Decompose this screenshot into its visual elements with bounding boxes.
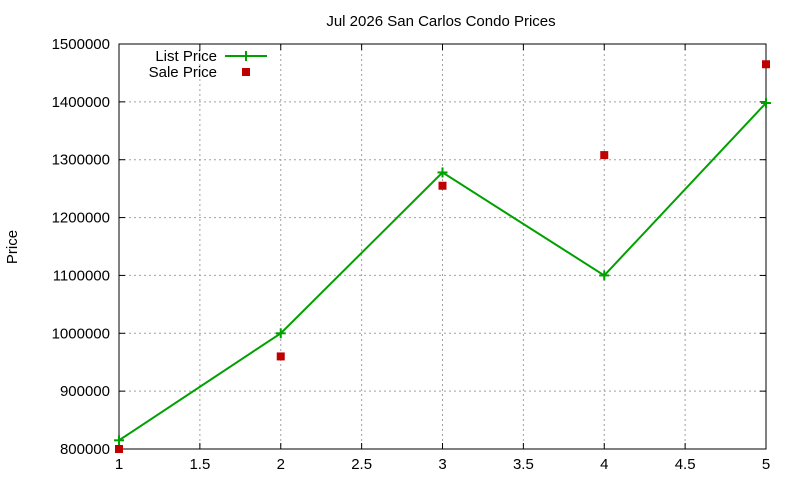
x-tick-label: 1.5 — [189, 456, 210, 473]
y-tick-label: 1200000 — [52, 210, 110, 227]
data-point — [600, 151, 609, 160]
x-tick-label: 3.5 — [513, 456, 534, 473]
x-tick-label: 4 — [600, 456, 608, 473]
y-tick-label: 1500000 — [52, 36, 110, 53]
series-sale-price — [115, 60, 770, 453]
data-point — [438, 181, 447, 190]
grid — [119, 44, 766, 449]
y-tick-label: 800000 — [60, 441, 110, 458]
y-tick-label: 900000 — [60, 383, 110, 400]
data-point — [437, 167, 448, 178]
legend-label: List Price — [155, 48, 217, 65]
data-point — [599, 270, 610, 281]
legend-marker — [242, 68, 250, 76]
series-list-price — [114, 98, 771, 446]
y-tick-label: 1000000 — [52, 325, 110, 342]
series — [114, 60, 771, 453]
y-axis-label: Price — [4, 230, 21, 264]
chart-title: Jul 2026 San Carlos Condo Prices — [326, 13, 555, 30]
x-tick-label: 1 — [115, 456, 123, 473]
data-point — [762, 60, 770, 69]
data-point — [276, 352, 285, 361]
x-tick-label: 5 — [762, 456, 770, 473]
data-point — [761, 98, 771, 109]
x-tick-label: 4.5 — [675, 456, 696, 473]
y-tick-label: 1100000 — [53, 267, 110, 284]
y-tick-label: 1400000 — [52, 94, 110, 111]
legend-marker — [241, 51, 251, 61]
data-point — [275, 328, 286, 339]
axis-ticks: 1 1.5 2 2.5 3 3.5 4 4.5 5 800000 900000 1000000 1100… — [52, 36, 771, 473]
y-tick-label: 1300000 — [52, 152, 110, 169]
data-point — [114, 435, 124, 446]
x-tick-label: 2.5 — [351, 456, 372, 473]
x-tick-label: 3 — [438, 456, 446, 473]
data-point — [115, 445, 123, 453]
legend-label: Sale Price — [149, 64, 217, 81]
x-tick-label: 2 — [277, 456, 285, 473]
